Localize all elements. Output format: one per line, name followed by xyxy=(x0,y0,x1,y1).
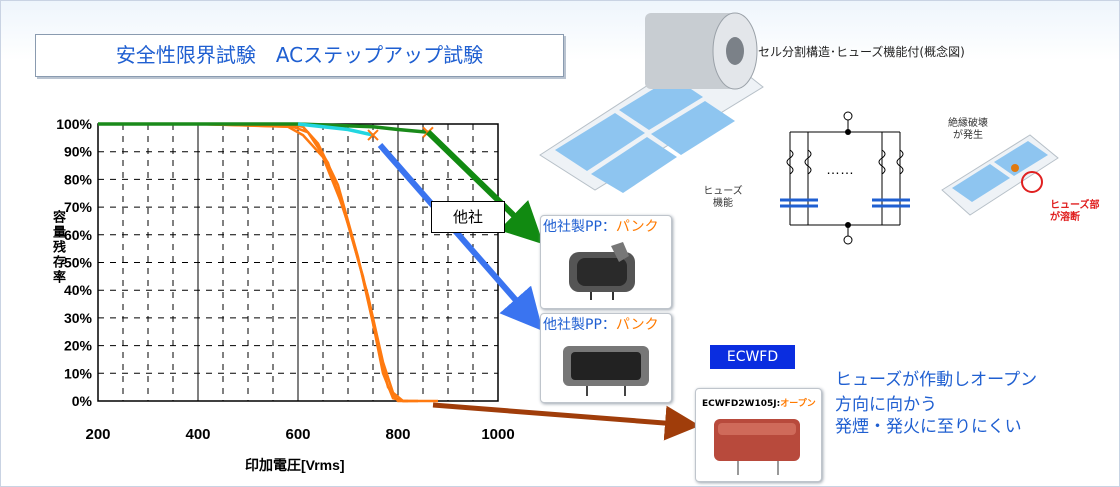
x-tick-label: 600 xyxy=(285,426,310,443)
y-tick-label: 20% xyxy=(64,338,93,354)
ecwfd-part-label: ECWFD2W105J:オープン xyxy=(702,399,816,409)
y-tick-label: 40% xyxy=(64,282,93,298)
film-roll-illustration xyxy=(539,12,764,193)
fuse-function-label: ヒューズ 機能 xyxy=(703,186,743,209)
x-tick-label: 800 xyxy=(385,426,410,443)
series-line-competitor_a xyxy=(98,122,429,135)
burst-capacitor-photo-1 xyxy=(569,242,635,300)
y-tick-label: 80% xyxy=(64,171,93,187)
chart-grid xyxy=(97,123,499,402)
failure-marker xyxy=(367,129,379,141)
y-axis-label: 容量残存率 xyxy=(51,210,66,285)
y-tick-label: 90% xyxy=(64,144,93,160)
arrow-green xyxy=(425,129,544,245)
x-tick-label: 400 xyxy=(185,426,210,443)
slide-title: 安全性限界試験 ACステップアップ試験 xyxy=(35,34,564,77)
svg-text:……: …… xyxy=(826,161,854,177)
y-tick-label: 0% xyxy=(72,393,93,409)
x-ticks: 200 400 600 800 1000 xyxy=(85,426,514,443)
competitor-card-2-label: 他社製PP：パンク xyxy=(543,317,659,333)
y-tick-label: 10% xyxy=(64,365,93,381)
ecwfd-capacitor-photo xyxy=(714,419,800,475)
series-lines xyxy=(98,122,438,403)
other-company-label: 他社 xyxy=(431,201,505,233)
fuse-melt-label: ヒューズ部 が溶断 xyxy=(1050,200,1100,223)
y-tick-label: 50% xyxy=(64,255,93,271)
y-tick-label: 70% xyxy=(64,199,93,215)
series-line-ecwfd_2 xyxy=(98,122,408,403)
result-text-line-2: 方向に向かう xyxy=(835,395,937,415)
x-tick-label: 1000 xyxy=(481,426,514,443)
arrow-blue xyxy=(377,143,543,332)
ecwfd-card: ECWFD2W105J:オープン xyxy=(695,388,822,482)
competitor-card-2: 他社製PP：パンク xyxy=(540,313,672,403)
breakdown-illustration xyxy=(941,134,1059,216)
ecwfd-badge: ECWFD xyxy=(710,345,795,369)
competitor-card-1-label: 他社製PP：パンク xyxy=(543,219,659,235)
x-axis-label: 印加電圧[Vrms] xyxy=(245,457,345,473)
y-tick-label: 100% xyxy=(56,116,92,132)
fuse-circuit-diagram: …… xyxy=(780,111,910,245)
breakdown-label: 絶縁破壊 が発生 xyxy=(948,118,988,141)
arrow-brown xyxy=(432,402,700,441)
competitor-card-1: 他社製PP：パンク xyxy=(540,215,672,309)
burst-capacitor-photo-2 xyxy=(563,346,649,396)
result-text-line-1: ヒューズが作動しオープン xyxy=(835,370,1038,390)
x-tick-label: 200 xyxy=(85,426,110,443)
y-tick-label: 30% xyxy=(64,310,93,326)
result-text-line-3: 発煙・発火に至りにくい xyxy=(835,417,1022,437)
diagram-title: セル分割構造･ヒューズ機能付(概念図) xyxy=(758,45,965,59)
series-line-competitor_b xyxy=(297,122,374,137)
y-ticks: 0% 10% 20% 30% 40% 50% 60% 70% 80% 90% 100% xyxy=(56,116,92,409)
y-tick-label: 60% xyxy=(64,227,93,243)
series-line-ecwfd_3 xyxy=(98,122,418,403)
